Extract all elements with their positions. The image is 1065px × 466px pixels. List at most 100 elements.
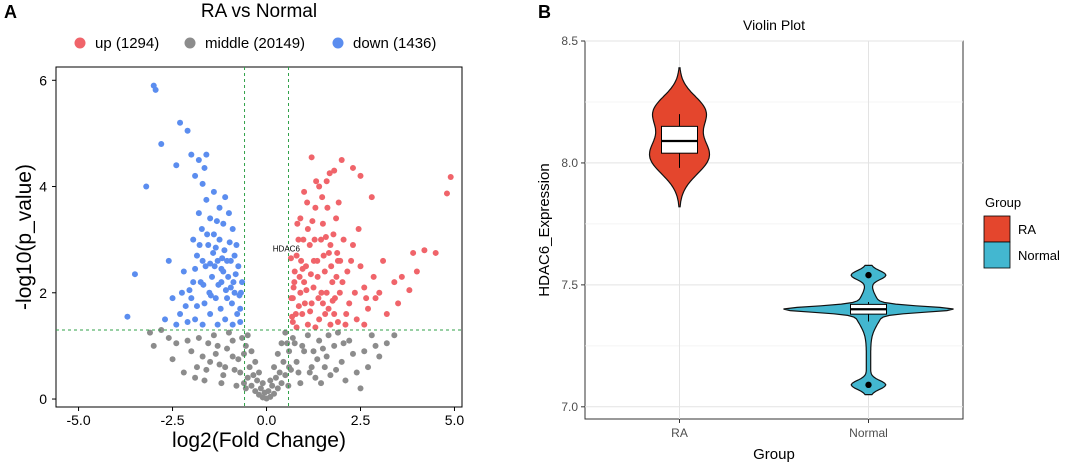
point-down [222,194,229,201]
point-down [224,257,231,264]
legend-label-normal: Normal [1018,248,1060,263]
point-middle [265,388,272,395]
point-middle [327,372,334,379]
point-middle [224,345,231,352]
x-tick-label: -5.0 [66,412,90,428]
point-down [203,151,210,158]
point-middle [295,369,302,376]
point-down [222,287,229,294]
point-middle [278,380,285,387]
point-middle [240,350,247,357]
point-up [327,241,334,248]
point-down [235,263,242,270]
panel-a-label: A [4,2,17,22]
violin-y-axis-label: HDAC6_Expression [536,163,553,296]
point-middle [286,348,293,355]
point-up [357,172,364,179]
point-middle [250,372,257,379]
point-down [184,127,191,134]
point-down [169,295,176,302]
point-up [410,249,417,256]
point-middle [229,337,236,344]
point-down [205,241,212,248]
point-down [199,321,206,328]
point-down [201,164,208,171]
point-down [226,239,233,246]
point-up [365,305,372,312]
point-up [329,297,336,304]
point-up [344,268,351,275]
point-middle [323,353,330,360]
point-up [383,311,390,318]
point-up [307,271,314,278]
point-up [339,279,346,286]
point-middle [212,350,219,357]
panel-b-title: Violin Plot [743,17,805,33]
point-down [224,295,231,302]
volcano-axes: -5.0 -2.5 0.0 2.5 5.0 0 2 4 6 [39,72,464,428]
point-down [173,321,180,328]
point-down [207,260,214,267]
point-middle [276,369,283,376]
point-down [186,287,193,294]
point-middle [291,340,298,347]
hdac6-annotation: HDAC6 [273,244,301,253]
point-middle [271,390,278,397]
x-tick-label: Normal [849,426,888,440]
point-middle [252,388,259,395]
legend-swatch-normal [983,241,1011,269]
point-middle [233,382,240,389]
point-down [210,249,217,256]
point-middle [242,342,249,349]
point-down [216,204,223,211]
point-down [213,218,220,225]
point-middle [242,385,249,392]
outlier-point [865,271,872,279]
point-up [294,220,301,227]
point-down [177,119,184,126]
point-up [395,300,402,307]
point-up [301,300,308,307]
point-up [301,188,308,195]
point-up [289,319,296,325]
point-up [353,316,360,323]
point-down [234,311,241,318]
point-middle [210,332,217,339]
point-up [293,324,300,331]
point-up [313,178,320,185]
point-middle [346,337,353,344]
point-up [328,263,335,270]
point-down [229,226,236,233]
point-middle [244,374,251,381]
point-up [314,273,321,280]
point-down [215,281,222,288]
point-up [297,289,304,296]
point-up [361,321,368,328]
point-middle [188,348,195,355]
legend-label-down: down (1436) [353,35,436,52]
point-middle [312,374,319,381]
point-down [225,273,232,280]
point-up [319,220,326,227]
point-down [212,244,219,251]
point-middle [216,361,223,368]
volcano-y-axis-label: -log10(p_value) [13,164,36,310]
point-middle [361,348,368,355]
point-middle [293,358,300,365]
legend-marker-middle [184,37,196,49]
y-tick-label: 8.5 [561,34,578,48]
point-middle [272,374,279,381]
point-up [324,204,331,211]
point-down [188,151,195,158]
point-middle [289,334,296,341]
point-middle [195,334,202,341]
point-middle [365,364,372,371]
violin-legend: Group RA Normal [983,195,1060,269]
point-middle [325,332,332,339]
point-middle [274,385,281,392]
point-middle [173,340,180,347]
point-up [343,311,350,318]
point-down [219,255,226,262]
point-middle [349,350,356,357]
point-down [237,289,244,296]
